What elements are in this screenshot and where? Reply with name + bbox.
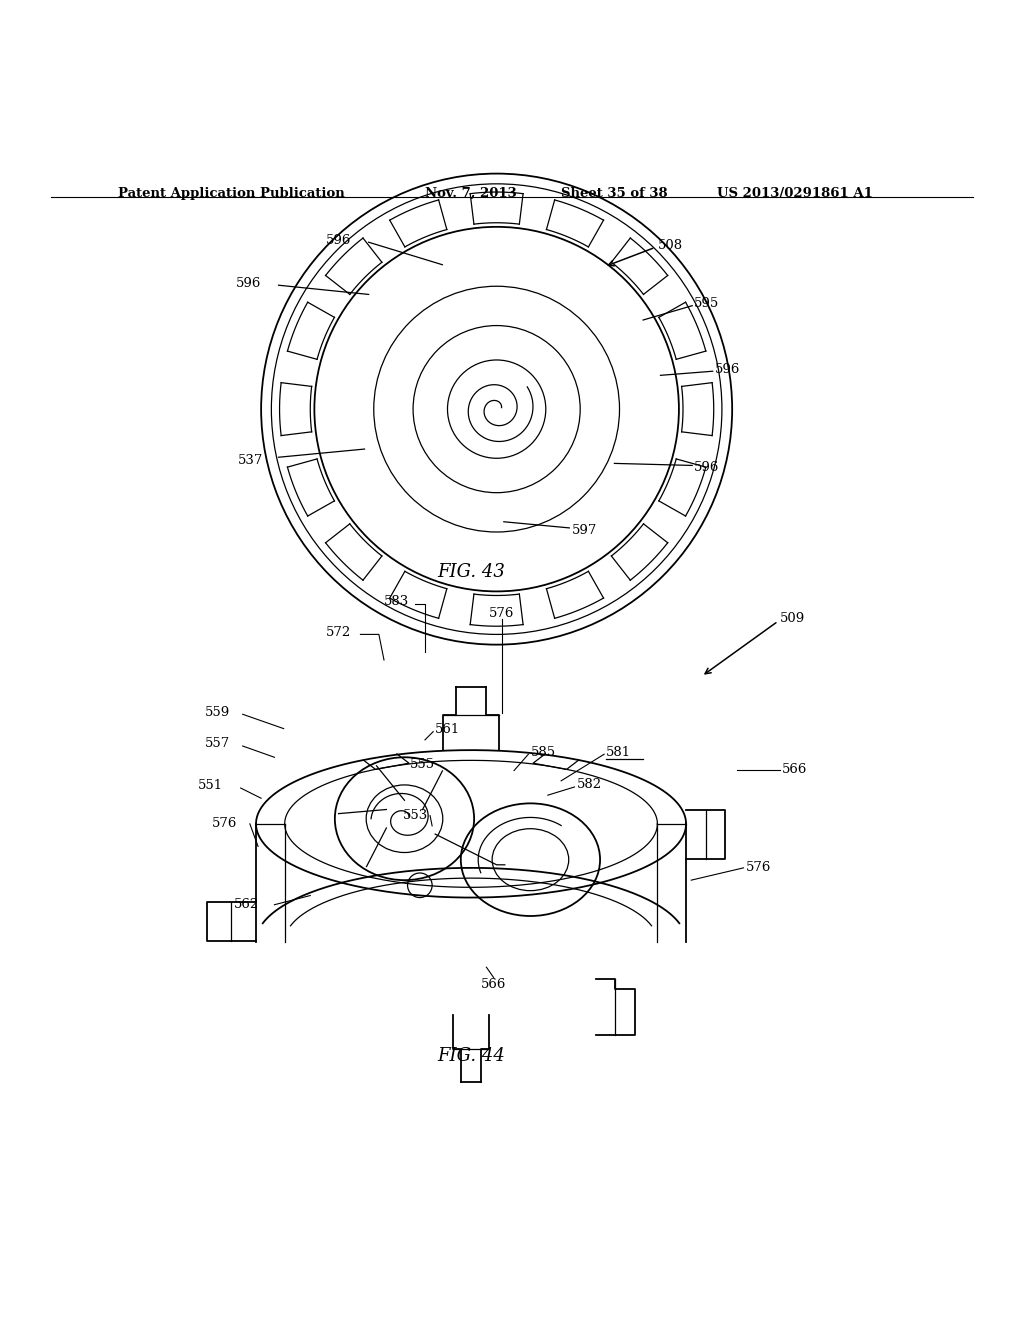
Text: 537: 537 xyxy=(238,454,263,467)
Text: 572: 572 xyxy=(326,626,351,639)
Text: 576: 576 xyxy=(745,862,771,874)
Text: 508: 508 xyxy=(657,239,683,252)
Text: 583: 583 xyxy=(384,595,410,609)
Text: 585: 585 xyxy=(530,746,556,759)
Text: 562: 562 xyxy=(233,898,259,911)
Text: 509: 509 xyxy=(780,611,806,624)
Text: 557: 557 xyxy=(205,738,230,751)
Text: 559: 559 xyxy=(205,706,230,718)
Text: 596: 596 xyxy=(694,461,720,474)
Text: 553: 553 xyxy=(402,809,428,822)
Text: US 2013/0291861 A1: US 2013/0291861 A1 xyxy=(717,187,872,199)
Text: Nov. 7, 2013: Nov. 7, 2013 xyxy=(425,187,517,199)
Text: 555: 555 xyxy=(410,758,435,771)
Text: 566: 566 xyxy=(481,978,506,991)
Text: 595: 595 xyxy=(694,297,720,310)
Text: 561: 561 xyxy=(435,723,461,737)
Text: 596: 596 xyxy=(326,234,351,247)
Text: 576: 576 xyxy=(212,817,238,830)
Text: Sheet 35 of 38: Sheet 35 of 38 xyxy=(561,187,668,199)
Text: 582: 582 xyxy=(577,779,602,792)
Text: FIG. 44: FIG. 44 xyxy=(437,1047,505,1065)
Text: 596: 596 xyxy=(715,363,740,376)
Text: 576: 576 xyxy=(489,607,514,620)
Text: 551: 551 xyxy=(198,779,223,792)
Text: 581: 581 xyxy=(606,746,632,759)
Text: 597: 597 xyxy=(571,524,597,537)
Text: 596: 596 xyxy=(236,277,261,289)
Text: 566: 566 xyxy=(782,763,808,776)
Text: FIG. 43: FIG. 43 xyxy=(437,562,505,581)
Text: Patent Application Publication: Patent Application Publication xyxy=(118,187,344,199)
